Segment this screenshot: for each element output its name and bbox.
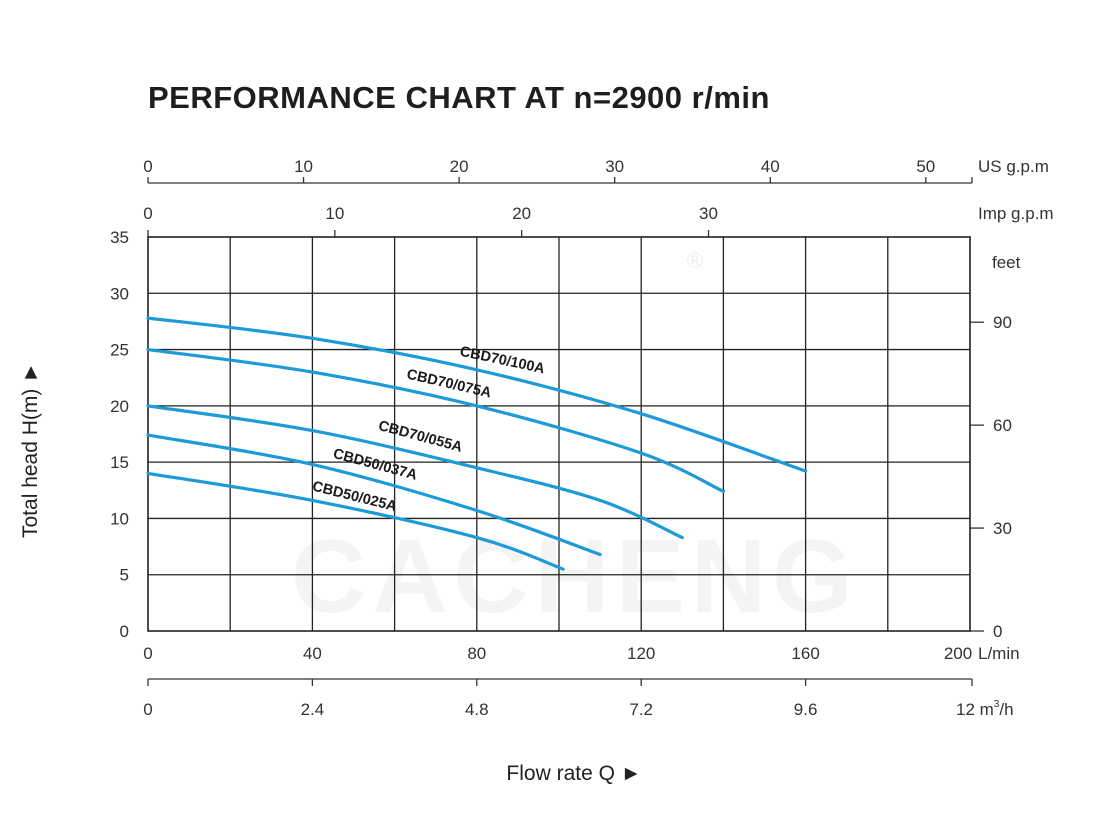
y-tick-label: 30 [110, 284, 129, 303]
x-unit: L/min [978, 644, 1020, 663]
y-ticks: 0 5 10 15 20 25 30 35 [110, 228, 129, 641]
feet-ticks: 0 30 60 90 [970, 313, 1012, 641]
impgpm-tick-label: 30 [699, 204, 718, 223]
feet-tick-label: 60 [993, 416, 1012, 435]
x-ticks: 0 40 80 120 160 200 [143, 644, 972, 663]
x-tick-label: 40 [303, 644, 322, 663]
chart-title: PERFORMANCE CHART AT n=2900 r/min [148, 80, 770, 115]
m3h-tick-label: 4.8 [465, 700, 489, 719]
curve-cbd70-100a [146, 316, 808, 473]
m3h-tick-label: 7.2 [629, 700, 653, 719]
impgpm-ticks: 0 10 20 30 [143, 204, 718, 237]
feet-tick-label: 0 [993, 622, 1002, 641]
impgpm-tick-label: 0 [143, 204, 152, 223]
curve-cbd50-037a [146, 433, 602, 557]
m3h-tick-label: 2.4 [301, 700, 325, 719]
grid-lines [148, 237, 970, 631]
x-tick-label: 120 [627, 644, 655, 663]
m3h-tick-label: 9.6 [794, 700, 818, 719]
impgpm-unit: Imp g.p.m [978, 204, 1054, 223]
watermark-registered-mark: ® [687, 248, 703, 273]
x-tick-label: 200 [944, 644, 972, 663]
watermark-text: CACHENG [291, 519, 859, 635]
usgpm-ticks: 0 10 20 30 40 50 [143, 157, 973, 183]
y-tick-label: 20 [110, 397, 129, 416]
impgpm-tick-label: 10 [325, 204, 344, 223]
x-tick-label: 160 [791, 644, 819, 663]
feet-tick-label: 30 [993, 519, 1012, 538]
curve-labels: CBD70/100ACBD70/075ACBD70/055ACBD50/037A… [311, 344, 547, 515]
curve-cbd50-025a [146, 471, 565, 571]
y-axis-title: Total head H(m) ► [19, 362, 42, 538]
impgpm-tick-label: 20 [512, 204, 531, 223]
x-axis-title: Flow rate Q ► [506, 762, 641, 785]
x-tick-label: 80 [467, 644, 486, 663]
usgpm-tick-label: 40 [761, 157, 780, 176]
curves [146, 316, 808, 571]
m3h-ticks: 0 2.4 4.8 7.2 9.6 [143, 679, 973, 719]
usgpm-tick-label: 50 [916, 157, 935, 176]
y-tick-label: 15 [110, 453, 129, 472]
curve-label: CBD70/100A [458, 344, 546, 378]
m3h-tick-label: 0 [143, 700, 152, 719]
usgpm-tick-label: 30 [605, 157, 624, 176]
curve-cbd70-055a [146, 404, 684, 540]
usgpm-tick-label: 10 [294, 157, 313, 176]
m3h-unit: 12 m3/h [956, 699, 1014, 719]
curve-label: CBD70/055A [377, 418, 465, 456]
usgpm-tick-label: 0 [143, 157, 152, 176]
y-tick-label: 0 [120, 622, 129, 641]
y-tick-label: 25 [110, 341, 129, 360]
y-tick-label: 10 [110, 509, 129, 528]
usgpm-tick-label: 20 [450, 157, 469, 176]
curve-cbd70-075a [146, 348, 725, 493]
x-tick-label: 0 [143, 644, 152, 663]
usgpm-unit: US g.p.m [978, 157, 1049, 176]
feet-unit: feet [992, 253, 1021, 272]
feet-tick-label: 90 [993, 313, 1012, 332]
y-tick-label: 5 [120, 566, 129, 585]
y-tick-label: 35 [110, 228, 129, 247]
